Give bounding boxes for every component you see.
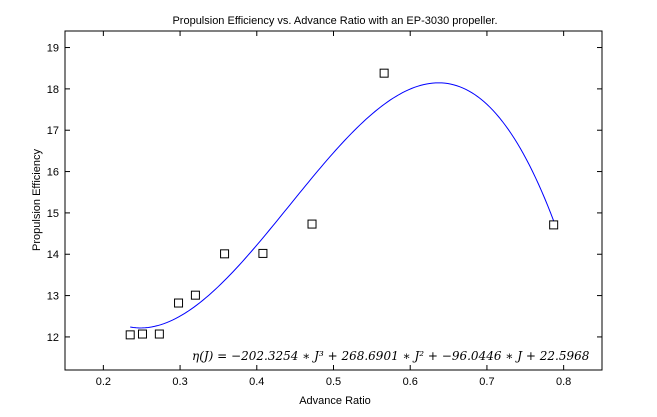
y-tick-label: 16 <box>47 167 59 179</box>
fit-equation: η(J) = −202.3254 ∗ J³ + 268.6901 ∗ J² + … <box>192 349 590 363</box>
y-tick-label: 13 <box>47 291 59 303</box>
chart-title: Propulsion Efficiency vs. Advance Ratio … <box>172 15 497 27</box>
data-markers <box>125 68 559 340</box>
y-axis-label: Propulsion Efficiency <box>31 149 43 251</box>
x-axis-label: Advance Ratio <box>299 395 371 407</box>
y-tick-label: 17 <box>47 125 59 137</box>
data-point-marker <box>307 219 317 229</box>
x-tick-label: 0.8 <box>556 376 571 388</box>
y-tick-label: 12 <box>47 332 59 344</box>
plot-area <box>64 30 603 371</box>
x-tick-label: 0.6 <box>403 376 418 388</box>
x-tick-label: 0.5 <box>326 376 341 388</box>
y-axis: 12 13 14 15 16 17 18 19 <box>47 43 602 344</box>
x-tick-label: 0.2 <box>96 376 111 388</box>
x-axis: 0.2 0.3 0.4 0.5 0.6 0.7 0.8 <box>96 31 571 388</box>
x-tick-label: 0.3 <box>172 376 187 388</box>
data-point-marker <box>154 329 164 339</box>
data-point-marker <box>220 249 230 259</box>
data-point-marker <box>379 68 389 78</box>
data-point-marker <box>549 220 559 230</box>
x-tick-label: 0.7 <box>479 376 494 388</box>
y-tick-label: 15 <box>47 208 59 220</box>
fit-curve-line <box>130 82 555 329</box>
data-point-marker <box>174 298 184 308</box>
data-point-marker <box>137 329 147 339</box>
x-tick-label: 0.4 <box>249 376 264 388</box>
data-point-marker <box>125 330 135 340</box>
y-tick-label: 18 <box>47 84 59 96</box>
y-tick-label: 19 <box>47 43 59 55</box>
y-tick-label: 14 <box>47 249 59 261</box>
data-point-marker <box>190 290 200 300</box>
data-point-marker <box>258 248 268 258</box>
